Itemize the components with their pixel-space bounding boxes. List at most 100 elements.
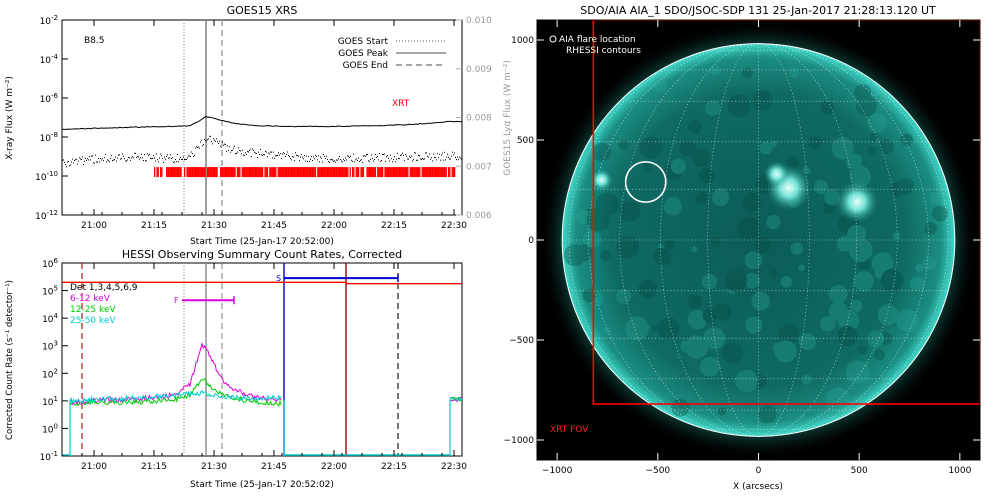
goes-short-channel-point xyxy=(312,160,313,161)
goes-xrt-coverage-tick xyxy=(355,167,357,178)
goes-short-channel-point xyxy=(121,158,122,160)
goes-xrt-coverage-tick xyxy=(410,167,413,178)
aia-texture-blob xyxy=(618,139,629,150)
goes-xrt-coverage-tick xyxy=(412,167,414,178)
aia-texture-blob xyxy=(828,288,839,300)
aia-texture-blob xyxy=(807,136,822,150)
aia-texture-blob xyxy=(867,113,888,133)
aia-texture-blob xyxy=(824,189,841,206)
goes-short-channel-point xyxy=(153,155,154,157)
goes-xrt-coverage-tick xyxy=(282,167,284,178)
goes-short-channel-point xyxy=(116,160,117,162)
aia-texture-blob xyxy=(822,201,836,215)
goes-xrt-coverage-tick xyxy=(295,167,297,178)
goes-xrt-coverage-tick xyxy=(372,167,374,178)
goes-legend-label: GOES Start xyxy=(338,37,389,47)
goes-short-channel-point xyxy=(329,162,330,163)
goes-y2-tick-label: 0.010 xyxy=(466,16,492,26)
goes-short-channel-point xyxy=(124,158,125,160)
goes-short-channel-point xyxy=(134,152,135,154)
goes-short-channel-point xyxy=(457,156,458,158)
aia-texture-blob xyxy=(836,235,853,252)
aia-texture-blob xyxy=(709,64,721,76)
goes-short-channel-point xyxy=(247,150,248,152)
goes-short-channel-point xyxy=(302,156,303,158)
hessi-series-line xyxy=(69,378,282,408)
goes-xrt-coverage-tick xyxy=(281,167,283,178)
aia-grid-longitude xyxy=(758,43,929,437)
aia-x-tick-label: −1000 xyxy=(542,466,573,476)
goes-xrt-coverage-tick xyxy=(216,167,218,178)
goes-short-channel-point xyxy=(95,154,96,156)
goes-short-channel-point xyxy=(145,160,146,162)
goes-short-channel-point xyxy=(162,158,163,160)
goes-short-channel-point xyxy=(442,152,443,154)
goes-short-channel-point xyxy=(156,153,157,155)
goes-short-channel-points xyxy=(62,135,462,168)
goes-short-channel-point xyxy=(133,157,134,159)
goes-xrt-coverage-tick xyxy=(229,167,231,178)
goes-xrt-coverage-tick xyxy=(389,167,391,178)
goes-xrt-coverage-tick xyxy=(437,167,439,178)
aia-texture-blob xyxy=(670,158,686,174)
goes-short-channel-point xyxy=(361,159,362,161)
goes-xrt-coverage-tick xyxy=(444,167,446,178)
aia-texture-blob xyxy=(873,349,885,361)
goes-xrt-coverage-tick xyxy=(427,167,429,178)
goes-xrt-coverage-tick xyxy=(374,167,377,178)
goes-short-channel-point xyxy=(209,135,210,137)
goes-short-channel-point xyxy=(288,155,289,156)
goes-short-channel-point xyxy=(448,156,449,158)
goes-short-channel-point xyxy=(332,159,333,161)
goes-xrt-coverage-tick xyxy=(293,167,295,178)
goes-short-channel-point xyxy=(180,156,181,158)
goes-short-channel-point xyxy=(118,154,119,156)
goes-short-channel-point xyxy=(235,153,236,155)
goes-short-channel-point xyxy=(241,153,242,155)
goes-xrt-coverage-tick xyxy=(404,167,407,178)
goes-short-channel-point xyxy=(454,152,455,154)
goes-legend-label: GOES End xyxy=(343,61,388,71)
goes-short-channel-point xyxy=(182,158,183,160)
goes-short-channel-point xyxy=(429,153,430,155)
goes-short-channel-point xyxy=(240,150,241,152)
aia-texture-blob xyxy=(770,269,778,277)
goes-xrt-coverage-tick xyxy=(180,167,182,178)
goes-xrt-coverage-tick xyxy=(308,167,311,178)
goes-short-channel-point xyxy=(309,160,310,162)
goes-legend-label: GOES Peak xyxy=(338,49,388,59)
goes-short-channel-point xyxy=(396,158,397,160)
goes-short-channel-point xyxy=(434,157,435,159)
goes-short-channel-point xyxy=(68,161,69,162)
goes-short-channel-point xyxy=(301,153,302,155)
goes-xrt-coverage-tick xyxy=(169,167,171,178)
aia-texture-blob xyxy=(826,387,851,412)
goes-short-channel-point xyxy=(109,161,110,163)
goes-xrt-coverage-tick xyxy=(198,167,200,178)
aia-texture-blob xyxy=(820,316,836,332)
goes-short-channel-point xyxy=(114,159,115,161)
goes-xrt-coverage-tick xyxy=(401,167,403,178)
goes-xrt-coverage-tick xyxy=(294,167,296,178)
goes-xrt-coverage-tick xyxy=(318,167,320,178)
aia-texture-blob xyxy=(625,316,650,341)
aia-texture-blob xyxy=(640,136,663,159)
goes-short-channel-point xyxy=(193,156,194,157)
goes-short-channel-point xyxy=(75,159,76,161)
aia-texture-blob xyxy=(642,161,653,172)
hessi-series-line-late xyxy=(449,396,462,403)
goes-short-channel-point xyxy=(213,138,214,140)
goes-short-channel-point xyxy=(391,158,392,160)
goes-short-channel-point xyxy=(370,159,371,160)
goes-short-channel-point xyxy=(115,156,116,158)
goes-y-tick-label: 10-4 xyxy=(40,53,59,66)
goes-short-channel-point xyxy=(246,154,247,156)
goes-short-channel-point xyxy=(227,145,228,147)
goes-short-channel-point xyxy=(140,157,141,159)
goes-xrt-coverage-tick xyxy=(161,167,163,178)
aia-texture-blob xyxy=(770,140,778,148)
goes-short-channel-point xyxy=(155,160,156,162)
goes-short-channel-point xyxy=(92,155,93,157)
goes-xrt-coverage-tick xyxy=(421,167,423,178)
